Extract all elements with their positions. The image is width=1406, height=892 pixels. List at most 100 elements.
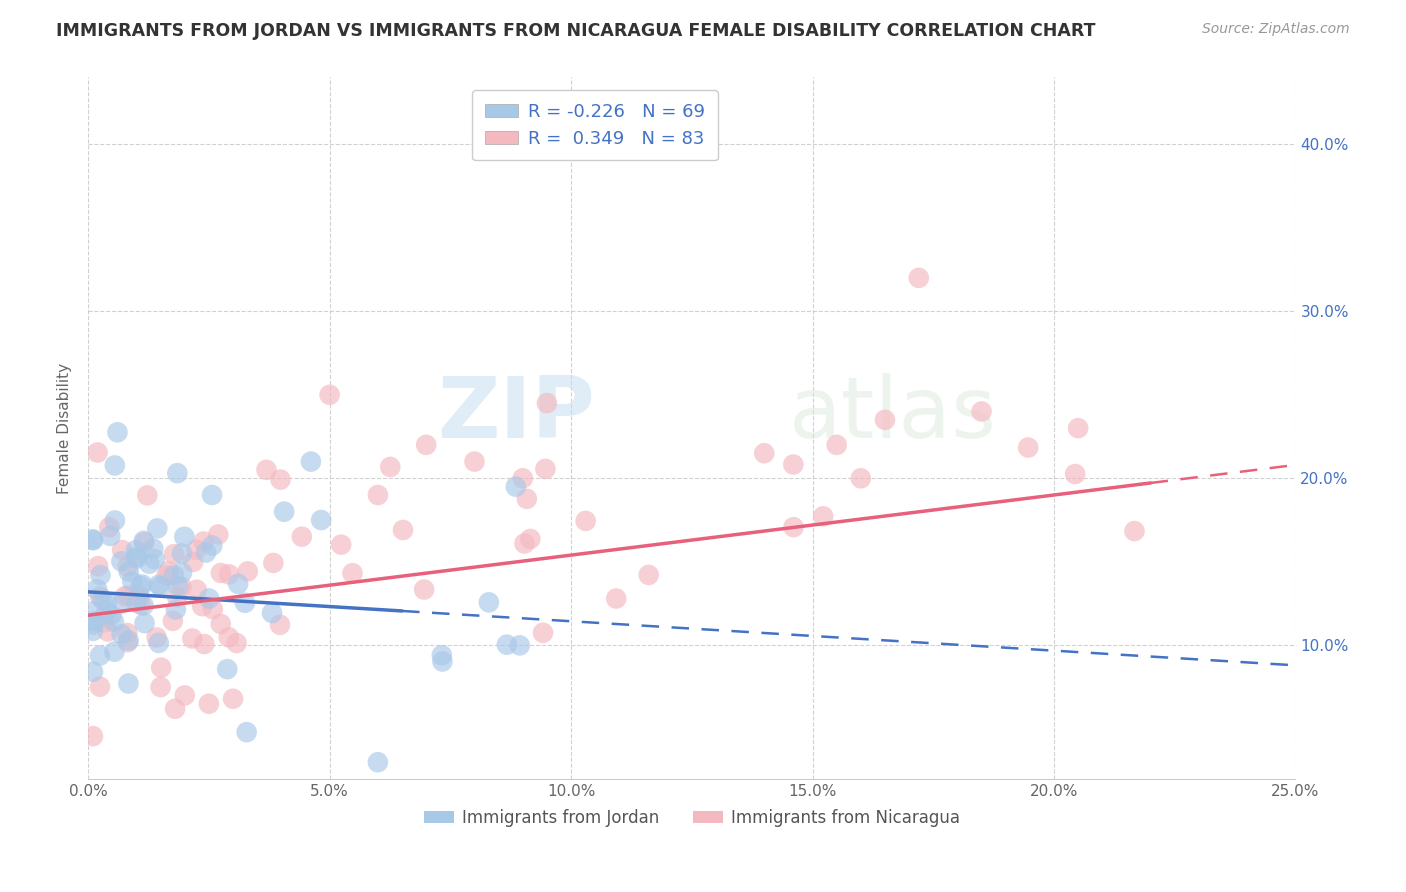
Point — [218, 630, 240, 644]
Point — [89, 680, 111, 694]
Point — [163, 547, 186, 561]
Point — [478, 595, 501, 609]
Point — [505, 480, 527, 494]
Point — [907, 271, 929, 285]
Point — [201, 539, 224, 553]
Point — [186, 582, 208, 597]
Point — [519, 532, 541, 546]
Point — [873, 413, 896, 427]
Point — [309, 513, 332, 527]
Point — [148, 636, 170, 650]
Point — [100, 608, 122, 623]
Point — [89, 589, 111, 603]
Point — [226, 576, 249, 591]
Point — [157, 564, 180, 578]
Point — [262, 556, 284, 570]
Point — [132, 533, 155, 548]
Point — [118, 633, 141, 648]
Point — [142, 541, 165, 556]
Point — [166, 590, 188, 604]
Point — [236, 565, 259, 579]
Point — [512, 471, 534, 485]
Point — [110, 627, 132, 641]
Point — [536, 396, 558, 410]
Point — [782, 458, 804, 472]
Point — [209, 617, 232, 632]
Point — [534, 462, 557, 476]
Point — [463, 454, 485, 468]
Point — [111, 596, 134, 610]
Point — [432, 655, 454, 669]
Point — [605, 591, 627, 606]
Point — [136, 488, 159, 502]
Point — [367, 488, 389, 502]
Point — [84, 614, 107, 628]
Point — [96, 595, 118, 609]
Point — [193, 534, 215, 549]
Point — [167, 579, 190, 593]
Point — [82, 624, 104, 638]
Point — [218, 567, 240, 582]
Point — [318, 388, 340, 402]
Point — [754, 446, 776, 460]
Point — [201, 488, 224, 502]
Point — [1017, 441, 1039, 455]
Point — [143, 552, 166, 566]
Point — [155, 568, 177, 582]
Point — [129, 579, 152, 593]
Point — [117, 559, 139, 574]
Point — [145, 631, 167, 645]
Point — [380, 459, 402, 474]
Point — [367, 756, 389, 770]
Point — [299, 454, 322, 468]
Point — [170, 546, 193, 560]
Point — [118, 565, 141, 579]
Point — [415, 438, 437, 452]
Point — [273, 505, 295, 519]
Legend: Immigrants from Jordan, Immigrants from Nicaragua: Immigrants from Jordan, Immigrants from … — [418, 803, 966, 834]
Text: ZIP: ZIP — [437, 373, 595, 456]
Point — [637, 568, 659, 582]
Point — [173, 689, 195, 703]
Point — [89, 568, 111, 582]
Point — [825, 438, 848, 452]
Point — [103, 615, 125, 629]
Point — [86, 445, 108, 459]
Point — [149, 680, 172, 694]
Point — [1123, 524, 1146, 538]
Point — [103, 645, 125, 659]
Point — [209, 566, 232, 580]
Point — [342, 566, 364, 581]
Point — [269, 617, 291, 632]
Point — [96, 604, 118, 618]
Point — [114, 589, 136, 603]
Point — [181, 632, 204, 646]
Point — [235, 725, 257, 739]
Point — [1064, 467, 1087, 481]
Point — [86, 582, 108, 597]
Point — [82, 617, 104, 632]
Point — [170, 580, 193, 594]
Point — [811, 509, 834, 524]
Point — [269, 473, 291, 487]
Point — [1067, 421, 1090, 435]
Point — [970, 404, 993, 418]
Point — [782, 520, 804, 534]
Point — [134, 616, 156, 631]
Text: atlas: atlas — [789, 373, 997, 456]
Point — [82, 605, 104, 619]
Point — [260, 606, 283, 620]
Point — [104, 514, 127, 528]
Point — [198, 697, 221, 711]
Point — [150, 660, 173, 674]
Point — [134, 535, 156, 549]
Point — [117, 635, 139, 649]
Point — [849, 471, 872, 485]
Point — [198, 591, 221, 606]
Point — [509, 639, 531, 653]
Point — [97, 624, 120, 639]
Point — [496, 638, 519, 652]
Point — [430, 648, 453, 663]
Point — [225, 636, 247, 650]
Point — [87, 559, 110, 574]
